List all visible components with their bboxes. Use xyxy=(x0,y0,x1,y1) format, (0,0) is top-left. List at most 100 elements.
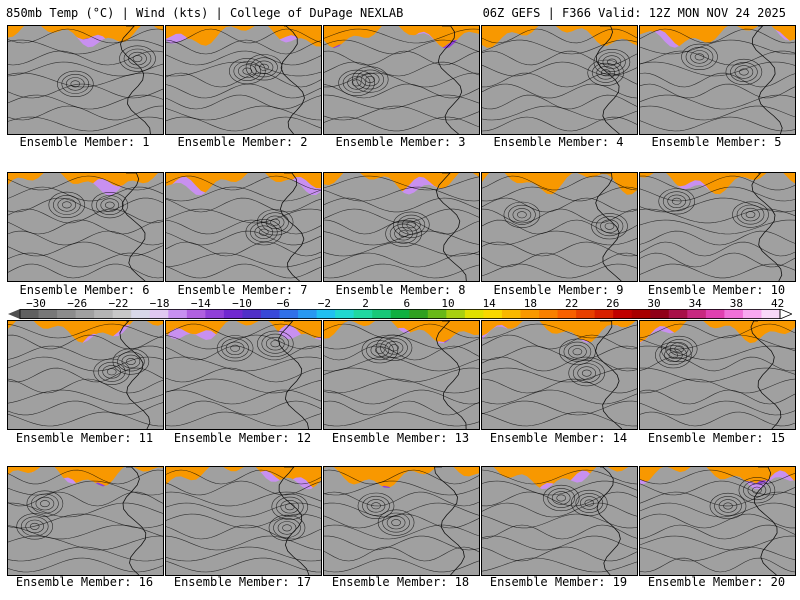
ensemble-member-label: Ensemble Member: 7 xyxy=(177,283,308,297)
ensemble-member-label: Ensemble Member: 3 xyxy=(335,135,466,149)
colorbar-swatch xyxy=(483,309,503,319)
colorbar-swatch xyxy=(613,309,633,319)
ensemble-member-label: Ensemble Member: 9 xyxy=(493,283,624,297)
colorbar-tick-label: −26 xyxy=(67,297,88,310)
ensemble-map-image xyxy=(324,173,479,281)
colorbar-swatch xyxy=(650,309,670,319)
ensemble-map-panel xyxy=(165,25,322,135)
ensemble-map-panel xyxy=(323,320,480,430)
colorbar-swatch xyxy=(298,309,318,319)
colorbar-swatch xyxy=(38,309,58,319)
colorbar-swatch xyxy=(631,309,651,319)
ensemble-map-panel xyxy=(481,466,638,576)
colorbar-swatch xyxy=(168,309,188,319)
colorbar-swatch xyxy=(668,309,688,319)
colorbar-swatch xyxy=(20,309,40,319)
ensemble-map-image xyxy=(482,173,637,281)
ensemble-map-panel xyxy=(7,25,164,135)
colorbar-tick-label: 42 xyxy=(770,297,785,310)
colorbar-tick-label: −10 xyxy=(232,297,252,310)
colorbar-swatch xyxy=(242,309,262,319)
ensemble-map-panel xyxy=(639,25,796,135)
colorbar-swatch xyxy=(464,309,484,319)
ensemble-map-image xyxy=(8,467,163,575)
ensemble-map-image xyxy=(8,321,163,429)
ensemble-map-panel xyxy=(165,320,322,430)
ensemble-member-label: Ensemble Member: 10 xyxy=(647,283,786,297)
colorbar-swatch xyxy=(112,309,132,319)
ensemble-map-image xyxy=(640,26,795,134)
ensemble-member-label: Ensemble Member: 14 xyxy=(489,431,628,445)
colorbar-tick-label: −2 xyxy=(317,297,332,310)
ensemble-member-label: Ensemble Member: 2 xyxy=(177,135,308,149)
colorbar-outline xyxy=(19,309,781,319)
ensemble-member-label: Ensemble Member: 15 xyxy=(647,431,786,445)
ensemble-map-image xyxy=(324,26,479,134)
colorbar-swatch xyxy=(761,309,781,319)
colorbar-swatch xyxy=(427,309,447,319)
ensemble-member-label: Ensemble Member: 4 xyxy=(493,135,624,149)
ensemble-map-panel xyxy=(7,466,164,576)
colorbar-swatch xyxy=(335,309,355,319)
colorbar-swatch xyxy=(705,309,725,319)
ensemble-member-label: Ensemble Member: 20 xyxy=(647,575,786,589)
colorbar-tick-label: −18 xyxy=(149,297,170,310)
valid-time: 06Z GEFS | F366 Valid: 12Z MON NOV 24 20… xyxy=(482,6,786,20)
colorbar-swatch xyxy=(539,309,559,319)
ensemble-map-panel xyxy=(7,320,164,430)
ensemble-map-panel xyxy=(639,466,796,576)
ensemble-map-image xyxy=(166,26,321,134)
ensemble-map-panel xyxy=(323,172,480,282)
colorbar-tick-label: 2 xyxy=(362,297,369,310)
colorbar-swatch xyxy=(390,309,410,319)
ensemble-map-image xyxy=(482,321,637,429)
ensemble-member-label: Ensemble Member: 13 xyxy=(331,431,470,445)
colorbar-swatch xyxy=(131,309,151,319)
colorbar-swatch xyxy=(372,309,392,319)
colorbar-swatch xyxy=(205,309,225,319)
ensemble-map-panel xyxy=(323,25,480,135)
map-title: 850mb Temp (°C) | Wind (kts) | College o… xyxy=(6,6,404,20)
colorbar-tick-label: 22 xyxy=(564,297,579,310)
colorbar-swatch xyxy=(260,309,281,319)
colorbar-swatch xyxy=(594,309,614,319)
colorbar-swatch xyxy=(223,309,243,319)
colorbar-swatch xyxy=(446,309,466,319)
ensemble-map-image xyxy=(640,467,795,575)
colorbar-swatch xyxy=(501,309,521,319)
ensemble-member-label: Ensemble Member: 6 xyxy=(19,283,150,297)
colorbar-swatch xyxy=(149,309,169,319)
colorbar-swatch xyxy=(279,309,299,319)
ensemble-map-image xyxy=(482,467,637,575)
ensemble-map-panel xyxy=(639,172,796,282)
colorbar-tick-label: −30 xyxy=(26,297,46,310)
ensemble-map-panel xyxy=(639,320,796,430)
colorbar-tick-label: 14 xyxy=(482,297,496,310)
ensemble-map-image xyxy=(482,26,637,134)
ensemble-map-image xyxy=(8,26,163,134)
ensemble-member-label: Ensemble Member: 17 xyxy=(173,575,312,589)
colorbar-swatch xyxy=(75,309,95,319)
ensemble-map-panel xyxy=(481,172,638,282)
colorbar-swatch xyxy=(520,309,540,319)
ensemble-member-label: Ensemble Member: 16 xyxy=(15,575,154,589)
colorbar-tick-label: 6 xyxy=(403,297,411,310)
colorbar-tick-label: −6 xyxy=(276,297,290,310)
ensemble-map-panel xyxy=(323,466,480,576)
ensemble-map-image xyxy=(324,467,479,575)
ensemble-member-label: Ensemble Member: 18 xyxy=(331,575,470,589)
ensemble-map-image xyxy=(640,321,795,429)
colorbar-swatch xyxy=(687,309,707,319)
colorbar-swatch xyxy=(409,309,429,319)
colorbar-swatch xyxy=(316,309,336,319)
ensemble-map-image xyxy=(640,173,795,281)
colorbar-tick-label: 10 xyxy=(441,297,455,310)
colorbar-swatch xyxy=(724,309,744,319)
ensemble-map-image xyxy=(8,173,163,281)
colorbar-swatch xyxy=(186,309,206,319)
colorbar-swatch xyxy=(557,309,577,319)
ensemble-map-panel xyxy=(481,320,638,430)
ensemble-member-label: Ensemble Member: 5 xyxy=(651,135,782,149)
colorbar-tick-label: −22 xyxy=(108,297,129,310)
ensemble-member-label: Ensemble Member: 19 xyxy=(489,575,628,589)
